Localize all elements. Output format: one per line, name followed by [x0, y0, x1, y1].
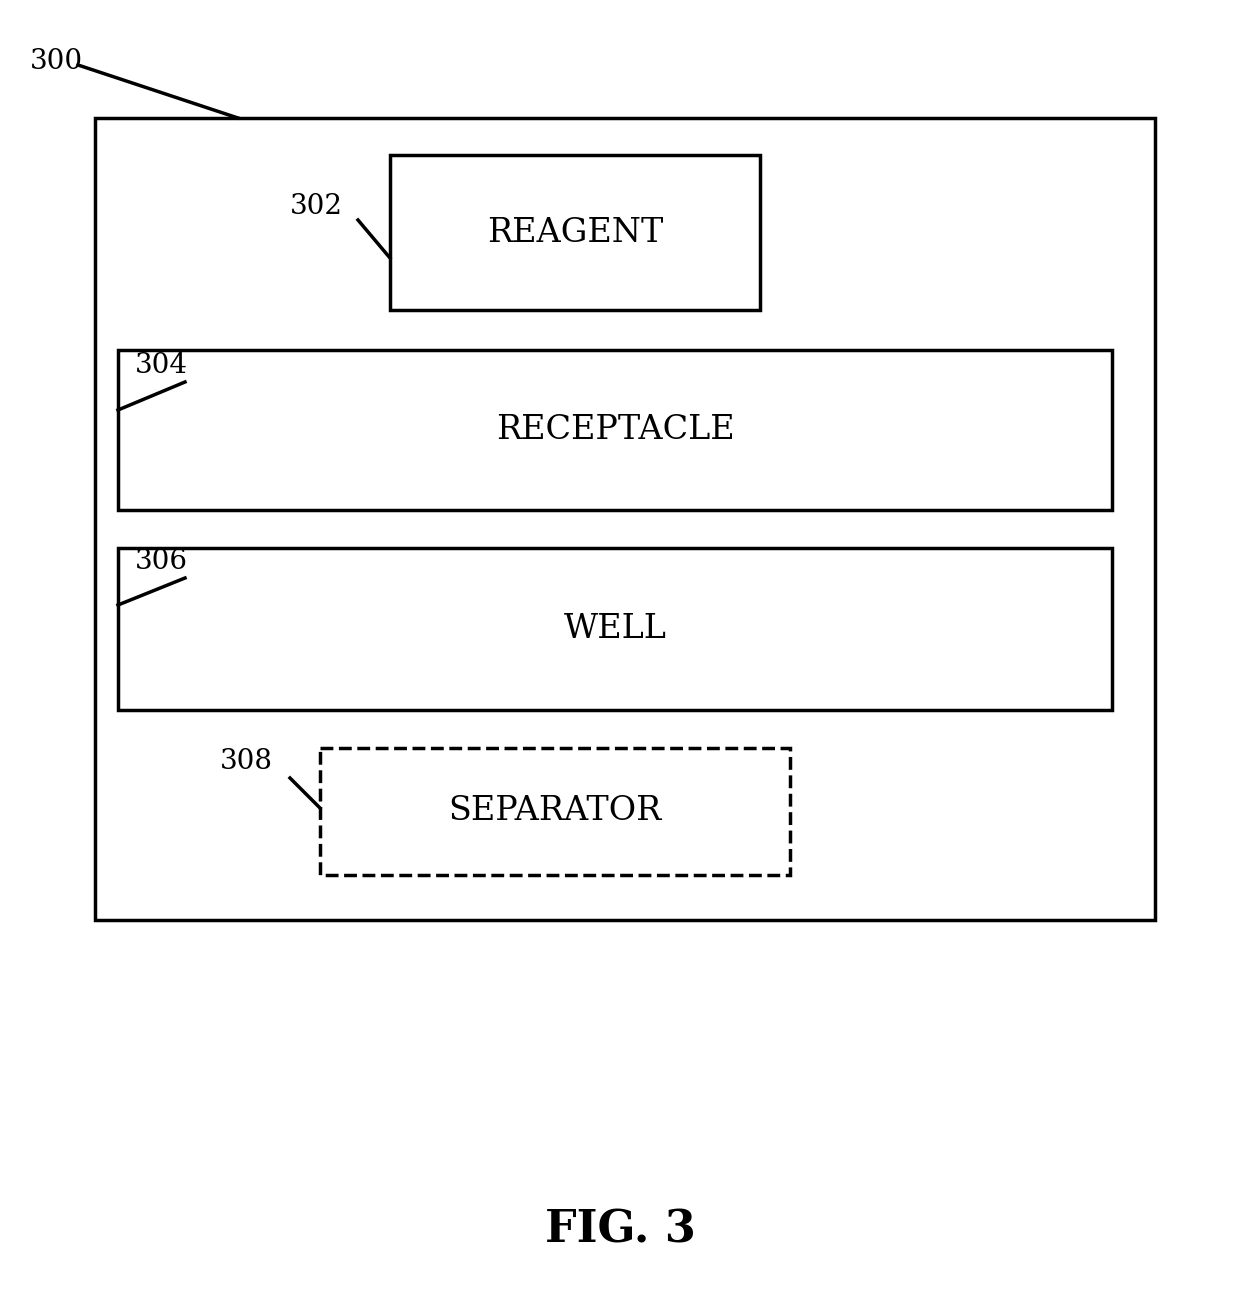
Bar: [320, 748, 790, 874]
Bar: [391, 155, 760, 310]
Text: FIG. 3: FIG. 3: [544, 1208, 696, 1251]
Text: WELL: WELL: [563, 613, 666, 645]
Text: REAGENT: REAGENT: [487, 217, 663, 248]
Bar: [95, 118, 1154, 920]
Text: 302: 302: [290, 193, 343, 221]
Text: 304: 304: [135, 352, 188, 379]
Bar: [118, 548, 1112, 710]
Bar: [118, 351, 1112, 509]
Text: SEPARATOR: SEPARATOR: [449, 796, 662, 827]
Text: 306: 306: [135, 548, 188, 575]
Text: 300: 300: [30, 49, 83, 75]
Text: RECEPTACLE: RECEPTACLE: [496, 414, 734, 446]
Text: 308: 308: [219, 748, 273, 775]
